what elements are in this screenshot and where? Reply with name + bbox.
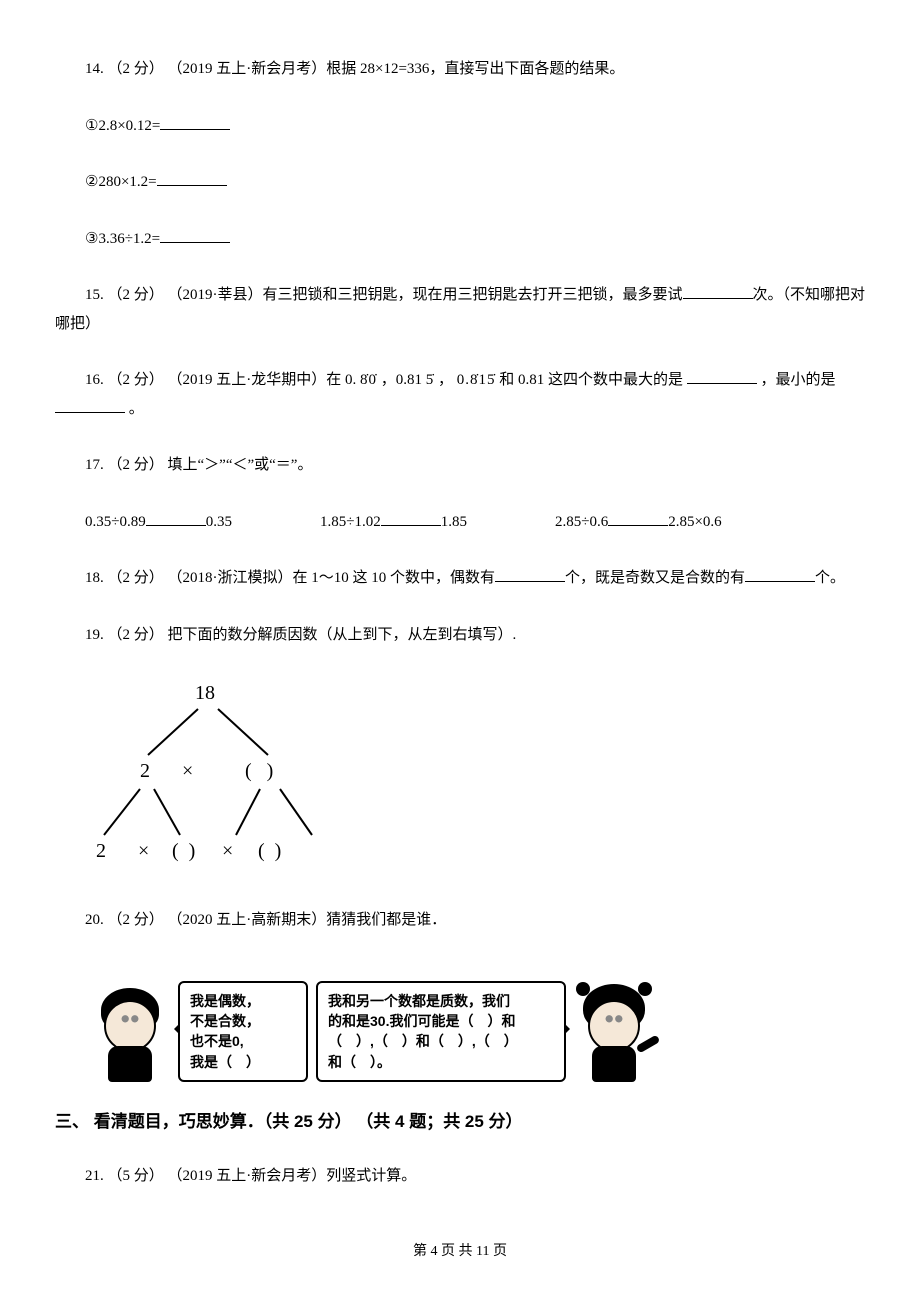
footer-page: 4 (431, 1244, 438, 1259)
question-19-intro: 19. （2 分） 把下面的数分解质因数（从上到下，从左到右填写）. (55, 621, 865, 650)
q17-c1: 0.35÷0.89 0.35 (55, 508, 232, 537)
girl-figure (574, 962, 654, 1082)
q17-row: 0.35÷0.890.35 1.85÷1.021.85 2.85÷0.62.85… (55, 508, 865, 537)
q16-e: ，最小的是 (761, 372, 836, 388)
factor-tree-svg: 18 2 × ( ) 2 × ( ) × ( ) (90, 677, 350, 867)
q14-sub2-text: ②280×1.2= (85, 174, 157, 190)
q16-c: ， (438, 372, 457, 388)
tree-op2: × (138, 840, 149, 862)
q17-c3b: 2.85×0.6 (668, 514, 721, 530)
q14-sub3-text: ③3.36÷1.2= (85, 231, 160, 247)
blank (160, 115, 230, 130)
q20-cartoon: 我是偶数， 不是合数， 也不是0, 我是（ ） 我和另一个数都是质数，我们 的和… (90, 962, 865, 1082)
q16-dot1: 8̇0̇ (360, 372, 377, 388)
q16-a: 16. （2 分） （2019 五上·龙华期中）在 0. (85, 372, 360, 388)
question-15: 15. （2 分） （2019·莘县）有三把锁和三把钥匙，现在用三把钥匙去打开三… (55, 281, 865, 338)
tree-l2-1: 2 (96, 840, 106, 862)
question-18: 18. （2 分） （2018·浙江模拟）在 1～10 这 10 个数中，偶数有… (55, 564, 865, 593)
blank (687, 369, 757, 384)
q18-a: 18. （2 分） （2018·浙江模拟）在 1～10 这 10 个数中，偶数有 (85, 570, 495, 586)
blank (55, 398, 125, 413)
q17-c1b: 0.35 (206, 514, 232, 530)
q14-sub3: ③3.36÷1.2= (55, 225, 865, 254)
blank (381, 511, 441, 526)
question-14: 14. （2 分） （2019 五上·新会月考）根据 28×12=336，直接写… (55, 55, 865, 84)
q15-a: 15. （2 分） （2019·莘县）有三把锁和三把钥匙，现在用三把钥匙去打开三… (85, 287, 683, 303)
tree-l1-right: ( ) (245, 760, 273, 782)
question-17-intro: 17. （2 分） 填上“＞”“＜”或“＝”。 (55, 451, 865, 480)
q18-b: 个，既是奇数又是合数的有 (565, 570, 745, 586)
tree-l2-3: ( ) (258, 840, 281, 862)
q17-c3: 2.85÷0.6 2.85×0.6 (525, 508, 722, 537)
q16-dot3: 0.8̇15̇ (457, 372, 496, 388)
q18-c: 个。 (815, 570, 845, 586)
q16-dot2: 5̇ (426, 372, 435, 388)
q17-c2a: 1.85÷1.02 (320, 514, 381, 530)
q14-sub1-text: ①2.8×0.12= (85, 118, 160, 134)
speech-bubble-left: 我是偶数， 不是合数， 也不是0, 我是（ ） (178, 981, 308, 1082)
question-21: 21. （5 分） （2019 五上·新会月考）列竖式计算。 (55, 1162, 865, 1191)
speech-bubble-right: 我和另一个数都是质数，我们 的和是30.我们可能是（ ）和 （ ）,（ ）和（ … (316, 981, 566, 1082)
blank (157, 171, 227, 186)
page-footer: 第 4 页 共 11 页 (0, 1239, 920, 1266)
tree-op1: × (182, 760, 193, 782)
question-20-intro: 20. （2 分） （2020 五上·高新期末）猜猜我们都是谁． (55, 906, 865, 935)
blank (495, 567, 565, 582)
blank (160, 228, 230, 243)
q16-b: ，0.81 (381, 372, 426, 388)
section-3-heading: 三、 看清题目，巧思妙算．（共 25 分） （共 4 题；共 25 分） (55, 1106, 865, 1138)
q17-c3a: 2.85÷0.6 (555, 514, 608, 530)
q16-d: 和 0.81 这四个数中最大的是 (499, 372, 683, 388)
q17-c1a: 0.35÷0.89 (85, 514, 146, 530)
footer-prefix: 第 (413, 1244, 431, 1259)
q17-c2: 1.85÷1.02 1.85 (290, 508, 467, 537)
footer-total: 11 (476, 1244, 489, 1259)
footer-mid: 页 共 (438, 1244, 477, 1259)
tree-op3: × (222, 840, 233, 862)
factor-tree: 18 2 × ( ) 2 × ( ) × ( ) (90, 677, 865, 878)
blank (745, 567, 815, 582)
tree-l1-left: 2 (140, 760, 150, 782)
boy-figure (90, 962, 170, 1082)
blank (608, 511, 668, 526)
question-16: 16. （2 分） （2019 五上·龙华期中）在 0. 8̇0̇ ，0.81 … (55, 366, 865, 423)
tree-l2-2: ( ) (172, 840, 195, 862)
tree-root: 18 (195, 682, 215, 704)
q14-sub2: ②280×1.2= (55, 168, 865, 197)
blank (683, 284, 753, 299)
blank (146, 511, 206, 526)
q16-f: 。 (129, 401, 144, 417)
q17-c2b: 1.85 (441, 514, 467, 530)
q14-sub1: ①2.8×0.12= (55, 112, 865, 141)
footer-suffix: 页 (489, 1244, 507, 1259)
